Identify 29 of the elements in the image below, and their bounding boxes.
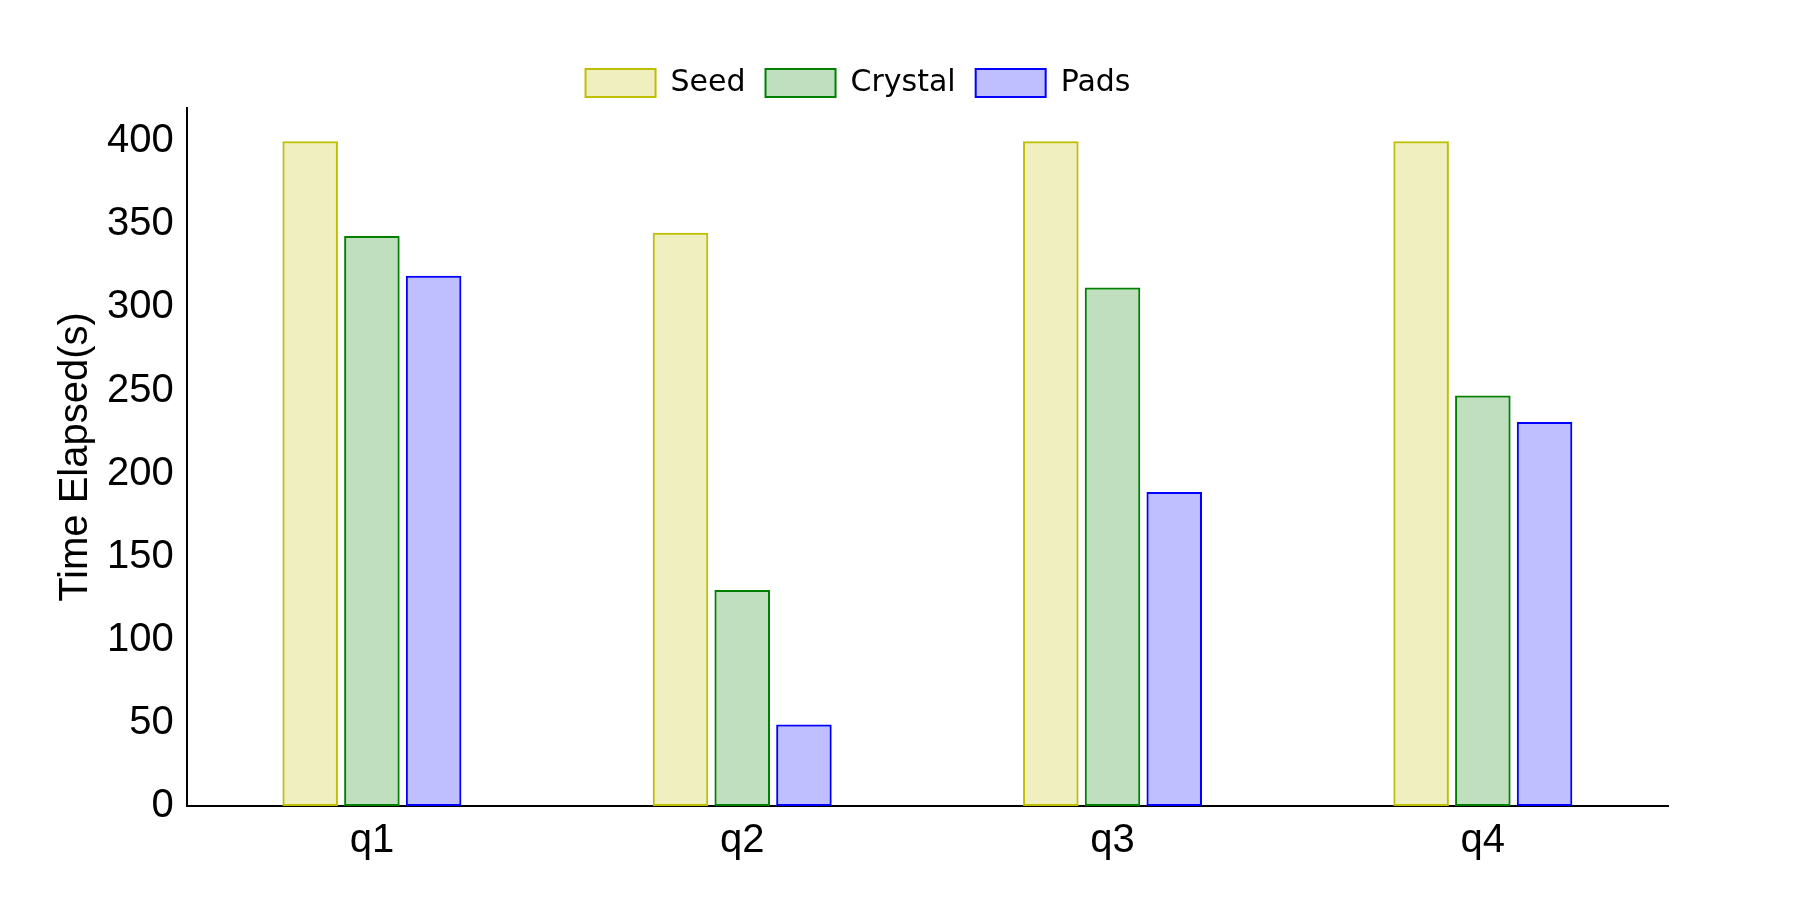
x-tick-label: q2: [719, 816, 765, 861]
bar: [282, 141, 338, 806]
y-tick-label: 0: [151, 781, 174, 826]
bar: [344, 235, 400, 806]
bar: [1455, 395, 1511, 806]
bar: [776, 724, 832, 806]
y-tick-label: 250: [106, 365, 174, 410]
legend-label: Crystal: [850, 62, 956, 98]
bar: [1084, 287, 1141, 806]
y-tick-label: 100: [106, 614, 174, 659]
x-tick-label: q3: [1090, 816, 1135, 861]
y-tick-label: 150: [106, 531, 174, 576]
y-tick-label: 50: [129, 697, 174, 742]
bar: [1146, 491, 1203, 806]
bar: [1393, 141, 1449, 806]
bar: [1023, 141, 1079, 806]
x-tick-label: q1: [349, 816, 395, 861]
bar: [405, 275, 462, 806]
bar: [1516, 422, 1573, 806]
y-tick-label: 300: [106, 282, 174, 327]
x-tick-label: q4: [1460, 816, 1506, 861]
legend-label: Seed: [670, 62, 746, 98]
y-axis-title: Time Elapsed(s): [51, 312, 96, 602]
y-tick-label: 200: [106, 448, 174, 493]
y-tick-label: 350: [106, 199, 174, 244]
legend-label: Pads: [1060, 62, 1131, 98]
bar: [652, 232, 709, 806]
bar: [714, 589, 770, 806]
y-tick-label: 400: [106, 116, 174, 161]
